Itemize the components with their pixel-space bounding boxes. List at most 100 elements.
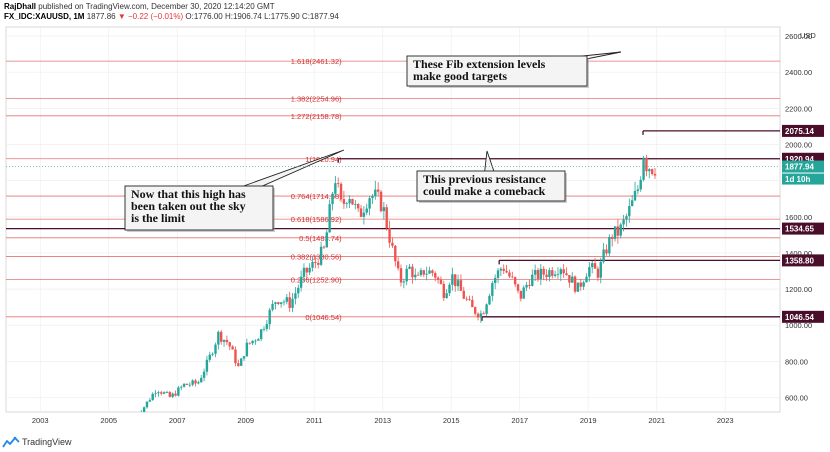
tradingview-brand[interactable]: TradingView	[22, 437, 72, 447]
candle-body	[348, 198, 351, 204]
x-tick-label: 2011	[306, 416, 322, 425]
last-price: 1877.86	[86, 12, 116, 21]
candle-body	[482, 313, 485, 315]
publish-info: RajDhall published on TradingView.com, D…	[4, 2, 275, 11]
candle-body	[339, 183, 343, 200]
candle-body	[342, 199, 346, 204]
candle-body	[345, 203, 348, 205]
fib-level-label: 0.5(1483.74)	[299, 234, 342, 243]
price-label: 1920.94	[785, 155, 814, 164]
candle-body	[434, 273, 437, 278]
candle-body	[231, 346, 234, 350]
price-label: 1534.65	[785, 225, 814, 234]
symbol-name[interactable]: FX_IDC:XAUUSD, 1M	[4, 12, 85, 21]
candle-body	[476, 313, 480, 318]
candlestick-series	[137, 154, 657, 417]
y-tick-label: 2600.00	[785, 32, 812, 41]
candle-body	[588, 267, 591, 277]
candle-body	[431, 270, 434, 274]
candle-body	[551, 270, 554, 276]
candle-body	[459, 280, 463, 291]
candle-body	[188, 384, 191, 386]
candle-body	[180, 386, 183, 388]
candle-body	[154, 393, 157, 395]
candle-body	[225, 339, 229, 343]
candle-body	[528, 284, 531, 286]
candle-body	[539, 268, 543, 280]
candle-body	[140, 413, 142, 415]
candle-body	[648, 169, 651, 172]
candle-body	[405, 268, 408, 282]
candle-body	[200, 377, 203, 383]
candle-body	[408, 266, 411, 269]
price-label-box	[782, 254, 824, 267]
candle-body	[516, 284, 520, 291]
time-axis[interactable]: 2003 2005 2007 2009 2011 2013 2015 2017 2019 2021…	[32, 416, 734, 425]
candle-body	[142, 407, 146, 412]
author-name[interactable]: RajDhall	[4, 2, 37, 11]
price-label: 1046.54	[785, 313, 814, 322]
candle-body	[545, 274, 548, 278]
x-tick-label: 2009	[237, 416, 254, 425]
candle-body	[396, 261, 400, 269]
candle-body	[242, 356, 246, 359]
candle-body	[402, 281, 406, 283]
candle-body	[565, 273, 568, 276]
candle-body	[271, 303, 274, 310]
candle-body	[599, 261, 602, 278]
candle-body	[650, 169, 654, 174]
candle-body	[234, 349, 237, 364]
tradingview-logo-icon[interactable]	[2, 436, 20, 448]
y-tick-label: 600.00	[785, 394, 808, 403]
candle-body	[354, 204, 357, 205]
candle-body	[379, 191, 383, 212]
candle-body	[508, 272, 511, 277]
candle-body	[162, 392, 166, 394]
candle-body	[285, 297, 289, 302]
y-tick-label: 2000.00	[785, 140, 812, 149]
candle-body	[451, 274, 454, 285]
current-price-box	[782, 160, 824, 173]
candle-body	[548, 270, 551, 278]
candle-body	[559, 269, 563, 275]
x-tick-label: 2015	[443, 416, 460, 425]
candle-body	[239, 358, 243, 366]
candle-body	[628, 206, 631, 217]
candle-body	[439, 279, 443, 284]
price-axis[interactable]: 600.00 800.00 1000.00 1200.00 1400.00 1600.00…	[785, 32, 812, 403]
candle-body	[185, 383, 189, 385]
callout-text: This previous resistance	[423, 172, 547, 186]
candle-body	[485, 304, 488, 314]
current-price-label: 1877.94	[785, 163, 814, 172]
candle-body	[268, 309, 271, 325]
price-label: 2075.14	[785, 127, 814, 136]
x-tick-label: 2023	[717, 416, 734, 425]
candle-body	[374, 189, 377, 197]
candle-body	[351, 198, 354, 205]
candle-body	[633, 190, 637, 201]
candle-body	[525, 284, 528, 288]
callout-text: is the limit	[131, 211, 185, 225]
candle-body	[462, 290, 465, 299]
candle-body	[177, 387, 180, 396]
callout-text: could make a comeback	[423, 184, 546, 198]
candle-body	[531, 274, 534, 286]
callout-text: make good targets	[413, 69, 507, 83]
candle-body	[191, 380, 194, 385]
candle-body	[262, 328, 266, 330]
countdown-box	[782, 173, 824, 185]
callout-box	[416, 170, 566, 202]
candle-body	[579, 282, 582, 287]
candle-body	[536, 270, 540, 280]
x-tick-label: 2019	[580, 416, 597, 425]
candle-body	[151, 393, 154, 401]
candle-body	[468, 299, 471, 301]
candle-body	[137, 415, 139, 417]
candle-body	[274, 302, 277, 304]
candle-body	[488, 295, 491, 305]
candle-body	[305, 267, 309, 273]
candle-body	[362, 212, 366, 217]
fib-level-label: 0(1046.54)	[305, 313, 342, 322]
